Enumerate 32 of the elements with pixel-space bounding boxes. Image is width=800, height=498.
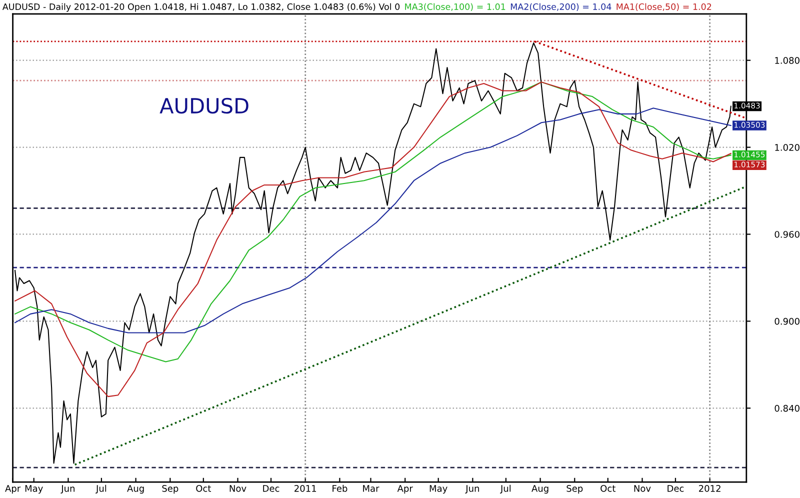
x-tick-label: Nov bbox=[634, 485, 651, 492]
chart-title: AUDUSD - Daily 2012-01-20 Open 1.0418, Hi 1.0487, Lo 1.0382, Close 1.0483 (0.6%) Vol 0 bbox=[2, 3, 400, 12]
text: MA1(Close,50) = 1.02 bbox=[616, 3, 712, 12]
x-tick-label: Jul bbox=[500, 484, 511, 494]
x-tick-label: Apr bbox=[5, 485, 21, 494]
x-tick-label: Dec bbox=[668, 485, 684, 492]
x-tick-label: Aug bbox=[532, 485, 548, 494]
text: MA3(Close,100) = 1.01 bbox=[405, 3, 506, 12]
x-tick-label: Oct bbox=[196, 485, 211, 492]
x-tick-label: Oct bbox=[600, 485, 616, 492]
x-tick-label: Dec bbox=[263, 485, 280, 492]
x-tick-label: Jun bbox=[465, 485, 479, 494]
y-tick-label: 0.960 bbox=[774, 230, 800, 238]
x-tick-label: May bbox=[25, 485, 43, 494]
x-tick-label: Jun bbox=[60, 485, 74, 494]
y-tick-label: 1.080 bbox=[775, 57, 800, 64]
x-tick-label: Aug bbox=[127, 485, 144, 494]
x-tick-label: Feb bbox=[332, 484, 348, 492]
x-tick-label: 2012 bbox=[699, 485, 720, 492]
y-tick-label: 1.020 bbox=[775, 144, 800, 151]
x-tick-label: Nov bbox=[230, 485, 246, 492]
x-tick-label: Sep bbox=[566, 485, 583, 494]
x-tick-label: 2011 bbox=[294, 485, 316, 492]
text: MA2(Close,200) = 1.04 bbox=[510, 3, 612, 12]
x-tick-label: Sep bbox=[162, 485, 178, 494]
annotation: AUDUSD bbox=[160, 98, 248, 114]
x-tick-label: May bbox=[430, 485, 448, 494]
x-tick-label: Jul bbox=[96, 484, 106, 494]
x-tick-label: Mar bbox=[363, 485, 380, 492]
x-tick-label: Apr bbox=[397, 485, 413, 494]
y-tick-label: 0.900 bbox=[774, 318, 800, 325]
y-tick-label: 0.840 bbox=[774, 404, 800, 412]
